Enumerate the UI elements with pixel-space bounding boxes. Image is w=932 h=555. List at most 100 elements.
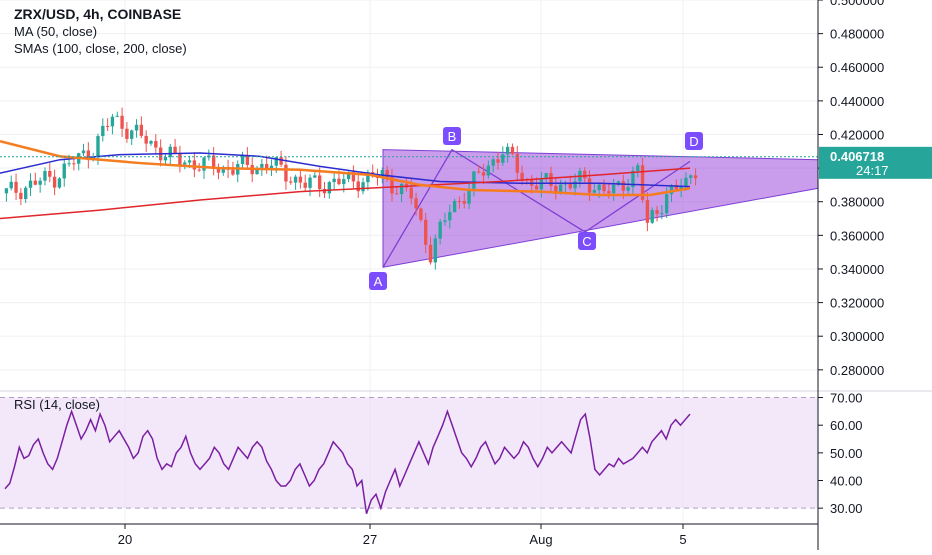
- candle-body: [144, 135, 148, 144]
- time-tick-label: Aug: [529, 532, 552, 547]
- candle-body: [438, 221, 442, 239]
- candle-body: [86, 150, 91, 161]
- price-tick-label: 0.320000: [830, 296, 884, 311]
- candle-body: [110, 116, 115, 127]
- pattern-marker-label: B: [448, 129, 457, 144]
- candle-body: [163, 157, 168, 161]
- candle-body: [317, 175, 322, 190]
- candle-body: [520, 172, 524, 180]
- pattern-marker-label: C: [582, 234, 591, 249]
- candle-body: [414, 198, 418, 209]
- candle-body: [72, 163, 76, 165]
- pattern-markers[interactable]: A B C D: [369, 127, 703, 290]
- candle-body: [130, 130, 134, 139]
- symbol-title[interactable]: ZRX/USD, 4h, COINBASE: [14, 6, 182, 22]
- price-tick-label: 0.420000: [830, 127, 884, 142]
- candle-body: [587, 178, 592, 193]
- candle-body: [467, 188, 471, 204]
- candle-body: [183, 162, 187, 165]
- harmonic-pattern[interactable]: [382, 148, 819, 268]
- badge-price: 0.406718: [830, 149, 884, 164]
- candle-body: [240, 155, 245, 165]
- pattern-marker-d[interactable]: D: [685, 132, 703, 150]
- candle-body: [583, 170, 587, 179]
- candle-body: [269, 165, 274, 170]
- price-tick-label: 0.380000: [830, 195, 884, 210]
- pattern-marker-b[interactable]: B: [443, 127, 461, 145]
- candle-body: [342, 179, 346, 185]
- candle-body: [457, 200, 462, 202]
- candle-body: [679, 186, 683, 190]
- smas-legend[interactable]: SMAs (100, close, 200, close): [14, 41, 187, 56]
- candle-body: [322, 189, 327, 194]
- candle-body: [178, 153, 182, 165]
- candle-body: [486, 165, 491, 176]
- candle-body: [134, 124, 139, 131]
- candle-body: [120, 115, 124, 129]
- pattern-marker-a[interactable]: A: [369, 272, 387, 290]
- candle-body: [395, 193, 399, 195]
- price-tick-label: 0.440000: [830, 94, 884, 109]
- candle-body: [264, 163, 269, 170]
- candle-body: [293, 176, 298, 183]
- candle-body: [9, 181, 13, 189]
- candle-body: [693, 175, 698, 179]
- price-tick-label: 0.300000: [830, 329, 884, 344]
- candle-body: [154, 141, 158, 148]
- candle-body: [81, 150, 86, 154]
- candle-body: [19, 192, 23, 200]
- candle-body: [115, 115, 119, 117]
- candle-body: [351, 171, 356, 182]
- candle-body: [549, 173, 553, 186]
- ma50-legend[interactable]: MA (50, close): [14, 24, 98, 39]
- candle-body: [361, 182, 365, 192]
- badge-box: [819, 146, 932, 179]
- candle-body: [216, 168, 221, 173]
- candle-body: [515, 153, 519, 173]
- pattern-marker-box: [369, 272, 387, 290]
- rsi-tick-label: 70.00: [830, 391, 863, 406]
- candle-body: [631, 170, 635, 188]
- ma50-line: [0, 139, 691, 197]
- candle-body: [332, 178, 336, 183]
- candle-body: [616, 181, 621, 185]
- price-tick-label: 0.460000: [830, 60, 884, 75]
- candle-body: [96, 136, 100, 158]
- candle-body: [558, 184, 563, 193]
- candle-body: [664, 194, 669, 214]
- candle-body: [289, 181, 293, 183]
- candle-body: [424, 219, 428, 245]
- price-tick-label: 0.280000: [830, 363, 884, 378]
- rsi-label[interactable]: RSI (14, close): [14, 397, 100, 412]
- candle-body: [231, 169, 235, 175]
- pattern-marker-box: [443, 127, 461, 145]
- candle-body: [660, 213, 664, 215]
- candle-body: [602, 184, 606, 192]
- candle-body: [636, 165, 640, 171]
- candle-body: [568, 182, 572, 189]
- pattern-marker-box: [578, 232, 596, 250]
- pattern-marker-c[interactable]: C: [578, 232, 596, 250]
- candle-body: [534, 185, 539, 190]
- candle-body: [573, 181, 577, 189]
- candle-body: [245, 155, 250, 165]
- candle-body: [202, 157, 206, 171]
- candle-body: [554, 185, 558, 193]
- candle-body: [462, 201, 466, 204]
- candle-body: [399, 183, 404, 195]
- candle-body: [621, 181, 625, 191]
- price-tick-label: 0.500000: [830, 0, 884, 8]
- candle-body: [481, 172, 486, 176]
- candle-body: [337, 178, 341, 185]
- candle-body: [626, 187, 630, 191]
- candle-body: [645, 199, 650, 223]
- candle-body: [105, 125, 110, 127]
- candle-body: [491, 159, 495, 166]
- candle-body: [303, 182, 307, 188]
- candle-body: [607, 191, 611, 194]
- candle-body: [611, 184, 616, 194]
- rsi-tick-label: 30.00: [830, 501, 863, 516]
- sma200-line: [0, 167, 691, 220]
